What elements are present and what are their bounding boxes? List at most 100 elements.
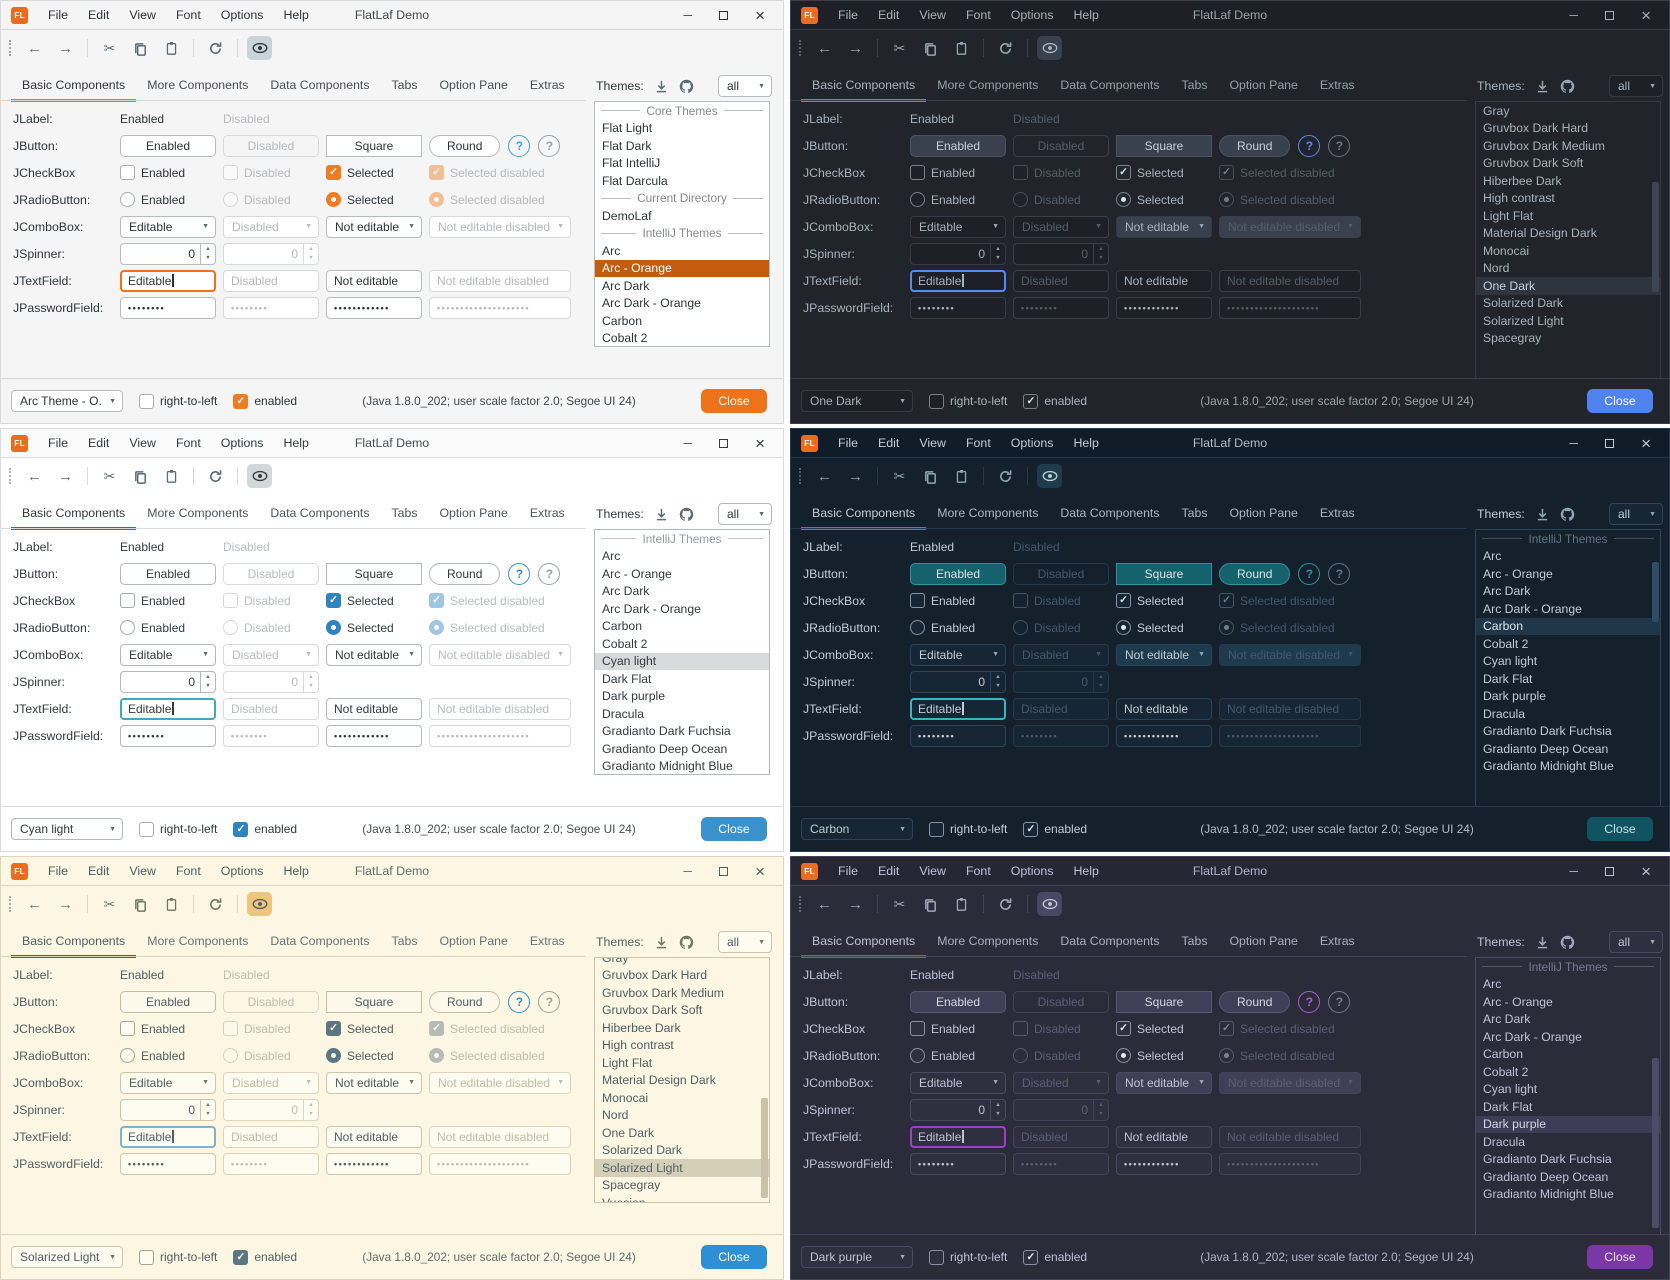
minimize-button[interactable]: ─ [1569, 8, 1579, 22]
theme-item-demolaf[interactable]: DemoLaf [602, 208, 652, 223]
theme-item-arc-orange[interactable]: Arc - Orange [602, 566, 672, 581]
jtextfield-editable-field[interactable]: Editable [910, 269, 1006, 292]
maximize-button[interactable] [1605, 10, 1615, 20]
enabled-checkbox[interactable]: ✓ enabled [1023, 1249, 1087, 1265]
jbutton-enabled-button[interactable]: Enabled [120, 990, 216, 1013]
theme-item-gruvbox-dark-hard[interactable]: Gruvbox Dark Hard [1483, 121, 1588, 136]
download-icon[interactable] [655, 80, 668, 93]
github-icon[interactable] [1560, 507, 1575, 522]
paste-icon[interactable] [159, 36, 184, 60]
tab-option-pane[interactable]: Option Pane [1229, 78, 1298, 92]
tab-extras[interactable]: Extras [1319, 934, 1355, 948]
jbutton-round-button[interactable]: Round [429, 134, 501, 157]
theme-item-dark-purple[interactable]: Dark purple [602, 689, 665, 704]
github-icon[interactable] [679, 507, 694, 522]
theme-item-spacegray[interactable]: Spacegray [602, 1178, 661, 1193]
menu-edit[interactable]: Edit [877, 436, 900, 450]
theme-item-gruvbox-dark-soft[interactable]: Gruvbox Dark Soft [602, 1003, 703, 1018]
theme-item-monocai[interactable]: Monocai [602, 1090, 649, 1105]
show-hidden-toggle[interactable] [1037, 36, 1062, 60]
tab-option-pane[interactable]: Option Pane [439, 506, 508, 520]
theme-item-arc-orange[interactable]: Arc - Orange [1483, 566, 1553, 581]
theme-item-high-contrast[interactable]: High contrast [1483, 191, 1555, 206]
close-window-button[interactable]: × [755, 433, 765, 453]
jpasswordfield-cell-2-field[interactable]: •••••••••••• [326, 724, 422, 747]
minimize-button[interactable]: ─ [683, 8, 693, 22]
menu-font[interactable]: Font [965, 436, 991, 450]
menu-help[interactable]: Help [1073, 864, 1099, 878]
tab-tabs[interactable]: Tabs [1181, 934, 1208, 948]
copy-icon[interactable] [128, 892, 153, 916]
github-icon[interactable] [1560, 935, 1575, 950]
forward-icon[interactable]: → [58, 39, 73, 57]
back-icon[interactable]: ← [817, 39, 832, 57]
jbutton-enabled-button[interactable]: Enabled [910, 990, 1006, 1013]
menu-edit[interactable]: Edit [877, 8, 900, 22]
spinner-up-icon[interactable]: ▲ [308, 246, 314, 253]
theme-filter-combobox[interactable]: all ▼ [1609, 75, 1663, 97]
help-button[interactable]: ? [508, 562, 531, 585]
theme-item-cyan-light[interactable]: Cyan light [595, 652, 769, 670]
cut-icon[interactable]: ✂ [893, 39, 906, 56]
toolbar-grip[interactable] [799, 468, 801, 484]
download-icon[interactable] [1536, 936, 1549, 949]
show-hidden-toggle[interactable] [1037, 464, 1062, 488]
show-hidden-toggle[interactable] [247, 892, 272, 916]
copy-icon[interactable] [128, 464, 153, 488]
right-to-left-checkbox[interactable]: right-to-left [139, 1249, 217, 1265]
jbutton-square-button[interactable]: Square [1116, 562, 1212, 585]
tab-more-components[interactable]: More Components [147, 934, 249, 948]
jpasswordfield-cell-2-field[interactable]: •••••••••••• [326, 1152, 422, 1175]
download-icon[interactable] [655, 508, 668, 521]
tab-option-pane[interactable]: Option Pane [439, 934, 508, 948]
theme-item-arc-orange[interactable]: Arc - Orange [595, 259, 769, 277]
jpasswordfield-cell-2-field[interactable]: •••••••••••• [1116, 1152, 1212, 1175]
theme-item-arc-dark[interactable]: Arc Dark [1483, 1012, 1531, 1027]
theme-item-carbon[interactable]: Carbon [1483, 1047, 1523, 1062]
theme-item-gradianto-midnight-blue[interactable]: Gradianto Midnight Blue [1483, 759, 1614, 774]
tab-option-pane[interactable]: Option Pane [1229, 506, 1298, 520]
jradiobutton-enabled-radio[interactable]: Enabled [120, 1048, 216, 1063]
menu-options[interactable]: Options [1010, 864, 1054, 878]
close-window-button[interactable]: × [1641, 5, 1651, 25]
menu-font[interactable]: Font [175, 436, 201, 450]
theme-filter-combobox[interactable]: all ▼ [718, 75, 772, 97]
toolbar-grip[interactable] [9, 468, 11, 484]
cut-icon[interactable]: ✂ [893, 467, 906, 484]
scrollbar-thumb[interactable] [1652, 562, 1659, 622]
toolbar-grip[interactable] [9, 896, 11, 912]
tab-more-components[interactable]: More Components [147, 506, 249, 520]
jtextfield-not-editable-field[interactable]: Not editable [1116, 1125, 1212, 1148]
theme-item-arc-dark[interactable]: Arc Dark [602, 584, 650, 599]
jpasswordfield-cell-0-field[interactable]: •••••••• [910, 724, 1006, 747]
menu-view[interactable]: View [919, 864, 946, 878]
back-icon[interactable]: ← [27, 895, 42, 913]
theme-item-cyan-light[interactable]: Cyan light [1483, 1082, 1538, 1097]
jcombobox-editable-combobox[interactable]: Editable ▼ [120, 215, 216, 238]
help-button[interactable]: ? [1298, 990, 1321, 1013]
jcheckbox-selected-checkbox[interactable]: ✓ Selected [326, 1021, 422, 1036]
jspinner-spinner-0[interactable]: 0 ▲ ▼ [910, 670, 1006, 693]
menu-options[interactable]: Options [1010, 8, 1054, 22]
theme-item-cobalt-2[interactable]: Cobalt 2 [1483, 1064, 1529, 1079]
jtextfield-editable-field[interactable]: Editable [120, 269, 216, 292]
right-to-left-checkbox[interactable]: right-to-left [929, 393, 1007, 409]
tab-data-components[interactable]: Data Components [1060, 78, 1160, 92]
jbutton-square-button[interactable]: Square [326, 134, 422, 157]
theme-item-arc-dark-orange[interactable]: Arc Dark - Orange [1483, 1029, 1582, 1044]
back-icon[interactable]: ← [817, 895, 832, 913]
close-button[interactable]: Close [1586, 389, 1653, 413]
theme-combobox[interactable]: Arc Theme - O... ▼ [11, 390, 123, 412]
close-button[interactable]: Close [1586, 1245, 1653, 1269]
theme-item-flat-dark[interactable]: Flat Dark [602, 138, 652, 153]
theme-item-gruvbox-dark-soft[interactable]: Gruvbox Dark Soft [1483, 156, 1584, 171]
theme-item-gradianto-dark-fuchsia[interactable]: Gradianto Dark Fuchsia [602, 724, 731, 739]
jtextfield-not-editable-field[interactable]: Not editable [326, 1125, 422, 1148]
tab-extras[interactable]: Extras [1319, 78, 1355, 92]
menu-help[interactable]: Help [283, 864, 309, 878]
jradiobutton-enabled-radio[interactable]: Enabled [910, 192, 1006, 207]
theme-item-solarized-light[interactable]: Solarized Light [595, 1159, 769, 1177]
back-icon[interactable]: ← [817, 467, 832, 485]
theme-item-arc-dark[interactable]: Arc Dark [602, 278, 650, 293]
theme-item-one-dark[interactable]: One Dark [602, 1125, 655, 1140]
